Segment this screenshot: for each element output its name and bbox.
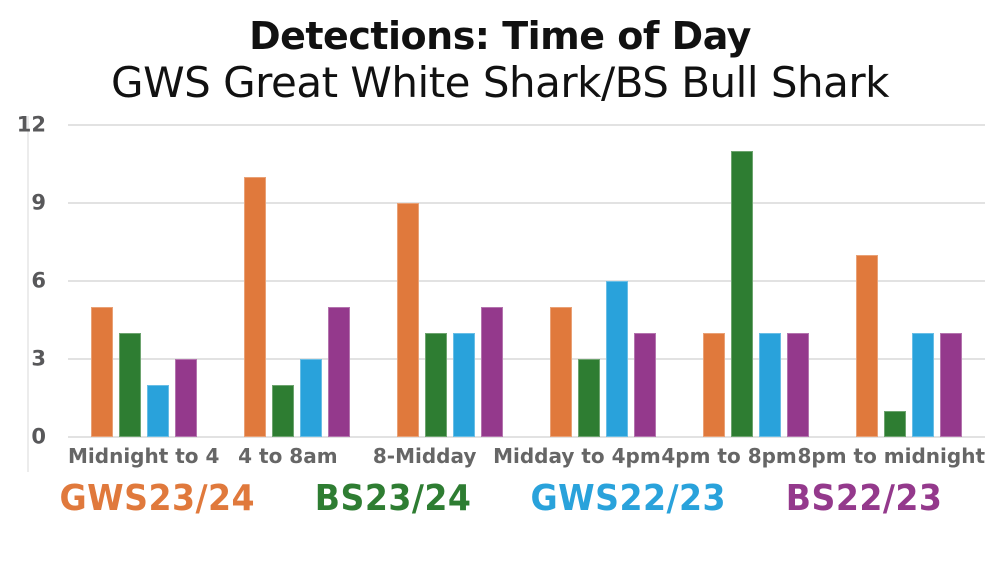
bar-bs23-24 [577, 359, 600, 437]
bar-bs22-23 [328, 307, 351, 437]
y-tick-label: 12 [16, 112, 46, 137]
bar-gws22-23 [605, 281, 628, 437]
bar-group [679, 125, 832, 437]
gridline-y-0: 0 [31, 426, 985, 447]
bar-gws23-24 [91, 307, 114, 437]
bar-bs22-23 [481, 307, 504, 437]
y-tick-label: 9 [31, 190, 46, 215]
legend-item-bs23-24: BS23/24 [314, 478, 472, 519]
bar-group [221, 125, 374, 437]
bar-group [68, 125, 221, 437]
bar-gws22-23 [758, 333, 781, 437]
chart-subtitle: GWS Great White Shark/BS Bull Shark [111, 58, 889, 107]
gridline-y-3: 3 [31, 348, 985, 369]
bar-bs23-24 [272, 385, 295, 437]
plot-area: 0 3 6 9 12 [17, 114, 985, 447]
bar-bs22-23 [633, 333, 656, 437]
bar-gws22-23 [453, 333, 476, 437]
y-tick-label: 3 [31, 346, 46, 371]
x-tick-label: 4 to 8am [238, 444, 338, 468]
bar-gws22-23 [147, 385, 170, 437]
bar-gws23-24 [855, 255, 878, 437]
y-tick-label: 6 [31, 268, 46, 293]
x-axis-labels: Midnight to 4 4 to 8am 8-Midday Midday to 4… [68, 444, 985, 468]
bar-group [832, 125, 985, 437]
chart-title: Detections: Time of Day [249, 14, 751, 58]
x-tick-label: 8-Midday [372, 444, 477, 468]
bar-bs22-23 [939, 333, 962, 437]
gridline-y-6: 6 [31, 270, 985, 291]
x-tick-label: 4pm to 8pm [661, 444, 797, 468]
bar-bs22-23 [786, 333, 809, 437]
bar-gws23-24 [702, 333, 725, 437]
x-tick-label: Midnight to 4 [68, 444, 220, 468]
bar-group [526, 125, 679, 437]
bar-gws22-23 [300, 359, 323, 437]
x-tick-label: 8pm to midnight [797, 444, 986, 468]
legend: GWS23/24 BS23/24 GWS22/23 BS22/23 [0, 478, 1000, 519]
y-tick-label: 0 [31, 424, 46, 449]
bar-bs23-24 [425, 333, 448, 437]
legend-item-gws23-24: GWS23/24 [59, 478, 256, 519]
gridline-y-12: 12 [17, 114, 985, 135]
bar-gws23-24 [397, 203, 420, 437]
bar-groups [68, 125, 985, 437]
bar-gws23-24 [549, 307, 572, 437]
bar-bs23-24 [883, 411, 906, 437]
legend-item-gws22-23: GWS22/23 [530, 478, 727, 519]
gridline-y-9: 9 [31, 192, 985, 213]
bar-bs23-24 [730, 151, 753, 437]
bar-bs23-24 [119, 333, 142, 437]
bar-bs22-23 [175, 359, 198, 437]
x-tick-label: Midday to 4pm [493, 444, 661, 468]
bar-gws22-23 [911, 333, 934, 437]
bar-group [374, 125, 527, 437]
legend-item-bs22-23: BS22/23 [785, 478, 942, 519]
y-axis-line [27, 116, 29, 472]
bar-gws23-24 [244, 177, 267, 437]
